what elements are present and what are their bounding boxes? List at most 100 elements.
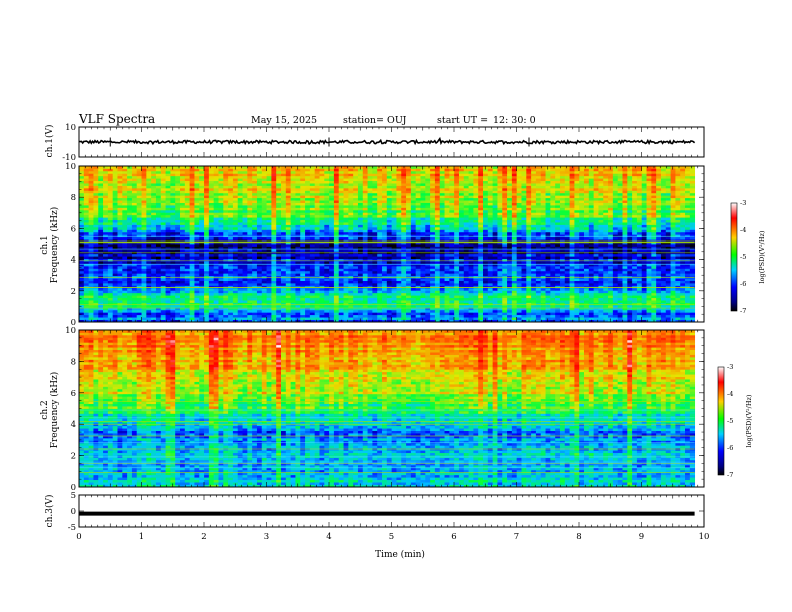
spectrogram-cell	[617, 234, 623, 238]
spectrogram-cell	[415, 314, 421, 318]
spectrogram-cell	[151, 285, 157, 289]
spectrogram-cell	[487, 292, 494, 296]
spectrogram-cell	[502, 258, 508, 262]
spectrogram-cell	[689, 285, 696, 289]
spectrogram-cell	[540, 297, 546, 301]
spectrogram-cell	[579, 295, 585, 299]
spectrogram-cell	[151, 268, 157, 272]
spectrogram-cell	[155, 283, 162, 286]
spectrogram-cell	[213, 302, 219, 306]
spectrogram-cell	[521, 246, 527, 250]
spectrogram-cell	[199, 317, 205, 320]
spectrogram-cell	[314, 263, 320, 267]
spectrogram-cell	[309, 304, 316, 308]
spectrogram-cell	[300, 263, 306, 267]
spectrogram-cell	[651, 283, 657, 286]
spectrogram-cell	[237, 295, 243, 299]
spectrogram-cell	[540, 309, 546, 313]
spectrogram-cell	[555, 268, 561, 272]
spectrogram-cell	[579, 285, 585, 289]
spectrogram-cell	[406, 295, 412, 299]
spectrogram-cell	[136, 319, 142, 323]
spectrogram-cell	[444, 285, 450, 289]
spectrogram-cell	[593, 285, 599, 289]
spectrogram-cell	[372, 246, 378, 250]
spectrogram-cell	[367, 314, 373, 318]
spectrogram-cell	[646, 312, 652, 316]
spectrogram-cell	[228, 295, 234, 299]
spectrogram-cell	[199, 231, 205, 235]
spectrogram-cell	[430, 280, 436, 284]
spectrogram-cell	[165, 312, 171, 316]
spectrogram-cell	[415, 319, 421, 323]
spectrogram-cell	[473, 312, 479, 316]
spectrogram-cell	[122, 244, 128, 247]
spectrogram-cell	[88, 304, 94, 308]
spectrogram-cell	[175, 302, 181, 306]
spectrogram-cell	[117, 295, 123, 299]
spectrogram-cell	[290, 273, 296, 277]
spectrogram-cell	[483, 231, 489, 235]
spectrogram-cell	[622, 304, 628, 308]
spectrogram-cell	[641, 283, 647, 286]
spectrogram-cell	[463, 297, 469, 301]
spectrogram-cell	[333, 248, 340, 252]
spectrogram-cell	[300, 304, 306, 308]
spectrogram-cell	[449, 256, 455, 260]
spectrogram-cell	[588, 307, 595, 311]
spectrogram-cell	[550, 236, 556, 240]
spectrogram-cell	[314, 236, 320, 240]
spectrogram-cell	[362, 283, 368, 286]
spectrogram-cell	[478, 236, 484, 240]
spectrogram-cell	[439, 309, 445, 313]
spectrogram-cell	[656, 290, 662, 294]
spectrogram-cell	[170, 256, 176, 260]
spectrogram-cell	[680, 231, 686, 235]
spectrogram-cell	[333, 234, 340, 238]
spectrogram-cell	[333, 270, 340, 274]
spectrogram-cell	[180, 256, 186, 260]
spectrogram-cell	[507, 246, 513, 250]
spectrogram-cell	[357, 290, 364, 294]
spectrogram-cell	[329, 304, 335, 308]
spectrogram-cell	[256, 302, 263, 306]
spectrogram-cell	[492, 236, 498, 240]
spectrogram-cell	[117, 307, 123, 311]
spectrogram-cell	[377, 239, 383, 242]
spectrogram-cell	[545, 265, 551, 269]
spectrogram-cell	[189, 312, 195, 316]
spectrogram-cell	[237, 256, 243, 260]
spectrogram-cell	[362, 258, 368, 262]
spectrogram-cell	[333, 300, 340, 303]
spectrogram-cell	[555, 283, 561, 286]
spectrogram-cell	[622, 309, 628, 313]
spectrogram-cell	[266, 236, 272, 240]
spectrogram-cell	[632, 317, 638, 320]
spectrogram-cell	[632, 256, 638, 260]
spectrogram-cell	[218, 297, 224, 301]
spectrogram-cell	[333, 246, 340, 250]
spectrogram-cell	[353, 244, 359, 247]
spectrogram-cell	[175, 285, 181, 289]
spectrogram-cell	[199, 314, 205, 318]
spectrogram-cell	[232, 244, 239, 247]
spectrogram-cell	[434, 290, 441, 294]
spectrogram-cell	[165, 253, 171, 257]
spectrogram-cell	[256, 285, 263, 289]
spectrogram-cell	[641, 285, 647, 289]
spectrogram-cell	[507, 263, 513, 267]
spectrogram-cell	[333, 309, 340, 313]
spectrogram-cell	[223, 287, 229, 291]
spectrogram-cell	[357, 312, 364, 316]
spectrogram-cell	[295, 295, 301, 299]
spectrogram-cell	[502, 319, 508, 323]
spectrogram-cell	[141, 319, 147, 323]
spectrogram-cell	[247, 253, 253, 257]
spectrogram-cell	[343, 246, 349, 250]
spectrogram-cell	[353, 290, 359, 294]
spectrogram-cell	[584, 278, 590, 281]
spectrogram-cell	[559, 261, 566, 264]
spectrogram-cell	[131, 231, 138, 235]
spectrogram-cell	[492, 273, 498, 277]
spectrogram-cell	[487, 265, 494, 269]
